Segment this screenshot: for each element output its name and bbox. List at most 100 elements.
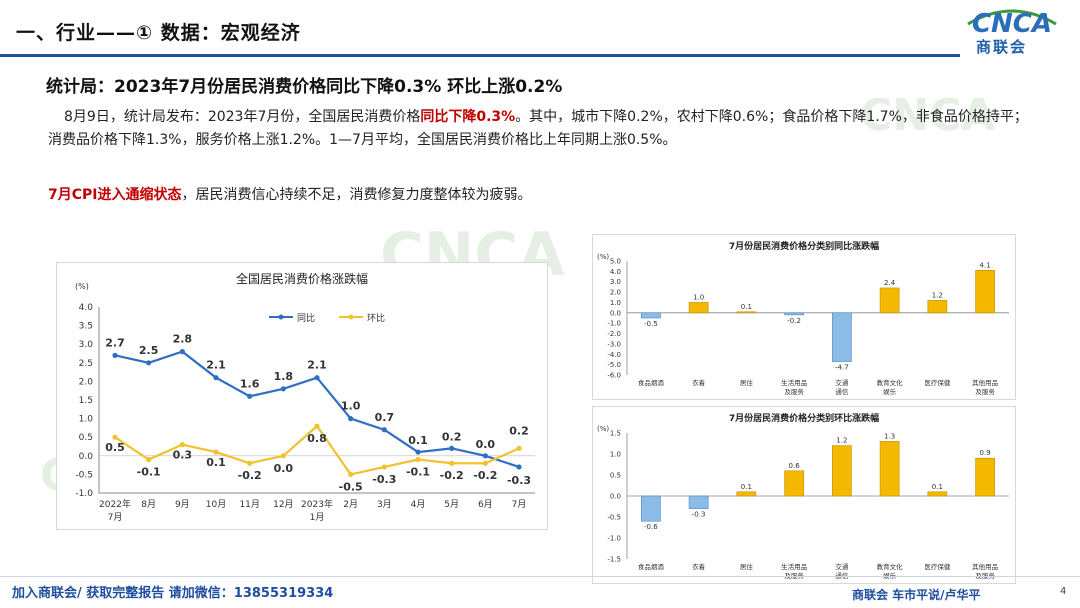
y-tick-label: 2.0 [79, 377, 94, 387]
mom-bar-chart-svg: 7月份居民消费价格分类别环比涨跌幅 (%)1.5 1.0 0.5 0.0 -0.5 -1.0… [597, 412, 1009, 580]
header-divider [0, 54, 960, 57]
x-tick-label: 生活用品 [781, 378, 807, 387]
x-tick-label: 12月 [273, 499, 293, 510]
x-tick-label: 及服务 [784, 571, 804, 580]
data-point [146, 360, 152, 366]
bar [975, 457, 995, 497]
y-tick-label: -5.0 [607, 361, 621, 369]
y-tick-label: 0.0 [79, 452, 94, 462]
bar [736, 311, 757, 314]
footer-contact: 加入商联会/ 获取完整报告 请加微信：13855319334 [12, 586, 334, 601]
bar [688, 495, 709, 509]
data-label: 0.2 [509, 424, 529, 437]
footer: 加入商联会/ 获取完整报告 请加微信：13855319334 商联会 车市平说/… [0, 576, 1080, 608]
data-point [314, 375, 320, 381]
y-tick-label: -0.5 [607, 514, 621, 522]
x-tick-label: 教育文化 [877, 378, 904, 387]
summary-highlight: 同比下降0.3% [420, 109, 516, 125]
y-tick-label: 1.5 [610, 430, 621, 438]
summary-part1: 8月9日，统计局发布：2023年7月份，全国居民消费价格 [64, 109, 421, 125]
y-tick-label: 1.5 [79, 396, 93, 406]
y-tick-label: -1.5 [607, 556, 621, 564]
bar-value-label: 1.2 [836, 437, 847, 445]
x-tick-label: 4月 [411, 499, 426, 510]
data-point [213, 449, 219, 455]
y-tick-label: 3.5 [79, 322, 93, 332]
bar-value-label: 1.0 [693, 293, 704, 301]
conclusion-highlight: 7月CPI进入通缩状态 [48, 187, 182, 203]
y-tick-label: -1.0 [607, 535, 621, 543]
x-tick-label: 交通 [835, 378, 849, 387]
bar [927, 491, 948, 497]
data-label: 0.0 [274, 462, 294, 475]
data-label: -0.2 [440, 469, 464, 482]
y-tick-label: 4.0 [610, 268, 621, 276]
data-point [146, 456, 152, 463]
data-point [449, 445, 455, 451]
x-tick-label: 及服务 [975, 571, 995, 580]
cpi-line-chart: 全国居民消费价格涨跌幅 (%) 同比 环比 4.0 3.5 3.0 2.5 2.0 1.5 1.0 0… [56, 262, 548, 530]
bar-value-label: 0.1 [741, 303, 752, 311]
y-tick-label: 0.0 [610, 309, 621, 317]
x-tick-label: 10月 [206, 499, 226, 510]
x-tick-label: 通信 [835, 571, 849, 580]
data-point [482, 460, 488, 466]
data-label: 2.7 [105, 336, 125, 349]
x-tick-label: 居住 [740, 562, 754, 571]
y-tick-label: -4.0 [607, 351, 621, 359]
y-tick-label: 1.0 [79, 415, 94, 425]
data-point [213, 375, 219, 381]
y-tick-label: 4.0 [79, 303, 94, 313]
x-tick-label: 其他用品 [972, 562, 998, 571]
x-tick-label: 及服务 [784, 387, 804, 396]
data-label: -0.2 [473, 469, 497, 482]
summary-part2: 。其中，城市下降0.2%，农村下降0.6%；食品价格下降1.7%，非食品价格持平… [48, 109, 1028, 148]
data-label: -0.1 [406, 466, 430, 479]
y-tick-label: -1.0 [607, 320, 621, 328]
data-label: 2.1 [307, 359, 327, 372]
data-point [381, 464, 387, 470]
y-tick-label: 1.0 [610, 299, 621, 307]
bar-value-label: 2.4 [884, 279, 896, 287]
data-point [348, 471, 354, 477]
x-tick-label: 3月 [377, 499, 392, 510]
bar [736, 491, 757, 497]
y-tick-label: 0.0 [610, 493, 621, 501]
data-point [247, 393, 253, 399]
bar-value-label: -0.5 [644, 320, 658, 328]
y-tick-label: -1.0 [75, 489, 93, 499]
bar [879, 441, 900, 497]
bar [879, 287, 900, 314]
data-point [482, 453, 488, 459]
x-tick-label: 11月 [239, 499, 259, 510]
data-point [179, 442, 185, 448]
page-title: 一、行业——① 数据：宏观经济 [16, 22, 301, 44]
x-tick-label: 9月 [175, 499, 190, 510]
bar [784, 312, 804, 316]
y-tick-label: 0.5 [610, 472, 621, 480]
bar [641, 495, 661, 522]
footer-credit: 商联会 车市平说/卢华平 [852, 588, 981, 602]
y-tick-label: -3.0 [607, 340, 621, 348]
x-tick-label: 6月 [478, 499, 493, 510]
data-label: -0.1 [137, 466, 161, 479]
data-label: 2.1 [206, 359, 226, 372]
conclusion-paragraph: 7月CPI进入通缩状态，居民消费信心持续不足，消费修复力度整体较为疲弱。 [48, 185, 1038, 205]
bar-value-label: -0.6 [644, 523, 658, 531]
x-tick-label: 娱乐 [883, 387, 897, 396]
bar [688, 302, 709, 314]
data-label: 0.0 [476, 438, 496, 451]
y-tick-label: -0.5 [75, 470, 93, 480]
header: 一、行业——① 数据：宏观经济 CNCA 商联会 [0, 0, 1080, 62]
mom-bar-chart: 7月份居民消费价格分类别环比涨跌幅 (%) 1.5 1.0 0.5 0.0 -0.5 -1.0… [592, 406, 1016, 584]
y-tick-label: 2.5 [79, 359, 93, 369]
x-tick-label: 2022年 [99, 498, 131, 510]
y-tick-label: -6.0 [607, 372, 621, 380]
bar-value-label: 1.3 [884, 432, 895, 440]
bar [832, 312, 852, 362]
logo-text: CNCA [972, 9, 1052, 39]
data-point [381, 427, 387, 433]
bar-value-label: 4.1 [980, 261, 991, 269]
data-point [516, 464, 522, 470]
x-tick-label: 居住 [740, 378, 754, 387]
